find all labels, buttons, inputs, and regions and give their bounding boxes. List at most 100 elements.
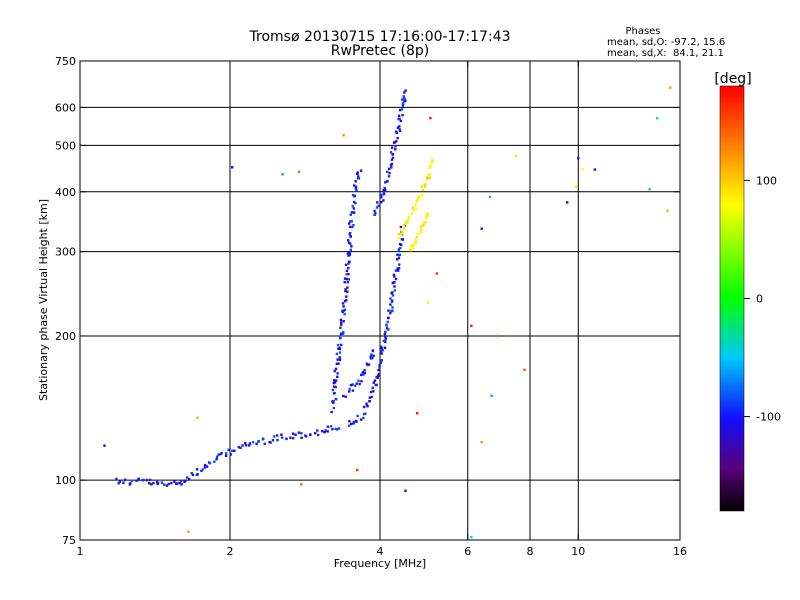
trace-point bbox=[377, 373, 381, 376]
trace-point bbox=[208, 462, 212, 465]
trace-point bbox=[352, 207, 356, 210]
trace-point bbox=[424, 221, 427, 224]
trace-point bbox=[118, 480, 122, 483]
trace-point bbox=[340, 332, 343, 335]
trace-point bbox=[257, 440, 260, 443]
trace-point bbox=[281, 436, 284, 439]
trace-point bbox=[409, 249, 412, 252]
trace-point bbox=[342, 331, 345, 334]
trace-point bbox=[332, 406, 336, 410]
trace-point bbox=[300, 432, 303, 435]
trace-point bbox=[351, 205, 354, 208]
trace-point bbox=[421, 188, 425, 191]
trace-point bbox=[333, 385, 336, 388]
trace-point bbox=[233, 449, 236, 452]
trace-point bbox=[421, 194, 424, 197]
trace-point bbox=[341, 309, 344, 312]
scatter-point bbox=[514, 154, 518, 158]
scatter-point bbox=[488, 195, 492, 199]
trace-point bbox=[428, 166, 432, 170]
trace-point bbox=[384, 337, 387, 341]
y-tick-label: 500 bbox=[55, 139, 76, 152]
trace-point bbox=[375, 383, 378, 387]
trace-point bbox=[342, 394, 345, 398]
trace-point bbox=[336, 343, 340, 347]
trace-point bbox=[372, 381, 375, 384]
trace-point bbox=[362, 412, 366, 416]
trace-point bbox=[388, 167, 391, 170]
trace-point bbox=[231, 449, 234, 452]
trace-point bbox=[395, 131, 399, 135]
trace-point bbox=[224, 454, 228, 457]
trace-point bbox=[351, 193, 355, 197]
y-tick-label: 100 bbox=[55, 474, 76, 487]
trace-point bbox=[337, 362, 340, 365]
trace-point bbox=[183, 480, 186, 483]
trace-point bbox=[393, 275, 396, 278]
trace-point bbox=[343, 300, 347, 303]
scatter-point bbox=[435, 272, 438, 275]
trace-point bbox=[389, 303, 392, 306]
trace-point bbox=[339, 318, 343, 321]
trace-point bbox=[353, 184, 356, 187]
trace-point bbox=[352, 211, 356, 214]
trace-point bbox=[167, 482, 170, 486]
trace-point bbox=[338, 346, 341, 350]
trace-point bbox=[365, 362, 369, 365]
trace-point bbox=[384, 335, 387, 339]
trace-point bbox=[333, 392, 336, 395]
trace-point bbox=[341, 302, 345, 305]
trace-point bbox=[248, 444, 251, 447]
trace-point bbox=[346, 290, 349, 293]
trace-point bbox=[335, 428, 339, 431]
trace-point bbox=[326, 425, 330, 428]
trace-point bbox=[401, 230, 404, 233]
trace-point bbox=[347, 241, 351, 245]
x-tick-label: 16 bbox=[673, 545, 687, 558]
scatter-point bbox=[496, 334, 500, 338]
trace-point bbox=[160, 481, 164, 484]
trace-point bbox=[371, 349, 375, 352]
trace-point bbox=[348, 251, 352, 255]
trace-point bbox=[377, 368, 380, 372]
trace-point bbox=[394, 277, 398, 281]
trace-point bbox=[338, 351, 342, 354]
trace-point bbox=[354, 201, 357, 205]
trace-point bbox=[352, 420, 355, 424]
trace-point bbox=[348, 420, 351, 423]
trace-point bbox=[391, 309, 394, 312]
trace-point bbox=[410, 212, 414, 215]
x-axis-label: Frequency [MHz] bbox=[334, 557, 426, 570]
trace-point bbox=[417, 232, 420, 236]
trace-point bbox=[362, 405, 366, 409]
trace-point bbox=[350, 220, 353, 223]
x-tick-label: 6 bbox=[464, 545, 471, 558]
trace-point bbox=[180, 483, 183, 486]
trace-point bbox=[190, 472, 193, 475]
trace-point bbox=[413, 243, 416, 246]
trace-point bbox=[356, 414, 359, 418]
trace-point bbox=[349, 248, 352, 252]
trace-point bbox=[216, 455, 219, 458]
trace-point bbox=[354, 419, 358, 423]
trace-point bbox=[345, 299, 348, 302]
trace-point bbox=[414, 207, 418, 210]
trace-point bbox=[365, 402, 368, 405]
trace-point bbox=[352, 200, 356, 204]
trace-point bbox=[255, 442, 258, 445]
trace-point bbox=[347, 262, 350, 265]
trace-point bbox=[426, 212, 430, 215]
trace-point bbox=[340, 343, 343, 347]
trace-point bbox=[414, 240, 418, 244]
trace-point bbox=[344, 395, 347, 398]
trace-point bbox=[387, 328, 390, 331]
trace-point bbox=[384, 188, 387, 192]
trace-point bbox=[397, 232, 401, 236]
trace-point bbox=[331, 400, 334, 403]
trace-point bbox=[145, 478, 149, 482]
trace-point bbox=[401, 104, 405, 107]
trace-point bbox=[420, 185, 424, 188]
trace-point bbox=[350, 211, 354, 214]
trace-point bbox=[368, 400, 371, 403]
trace-point bbox=[396, 136, 399, 140]
